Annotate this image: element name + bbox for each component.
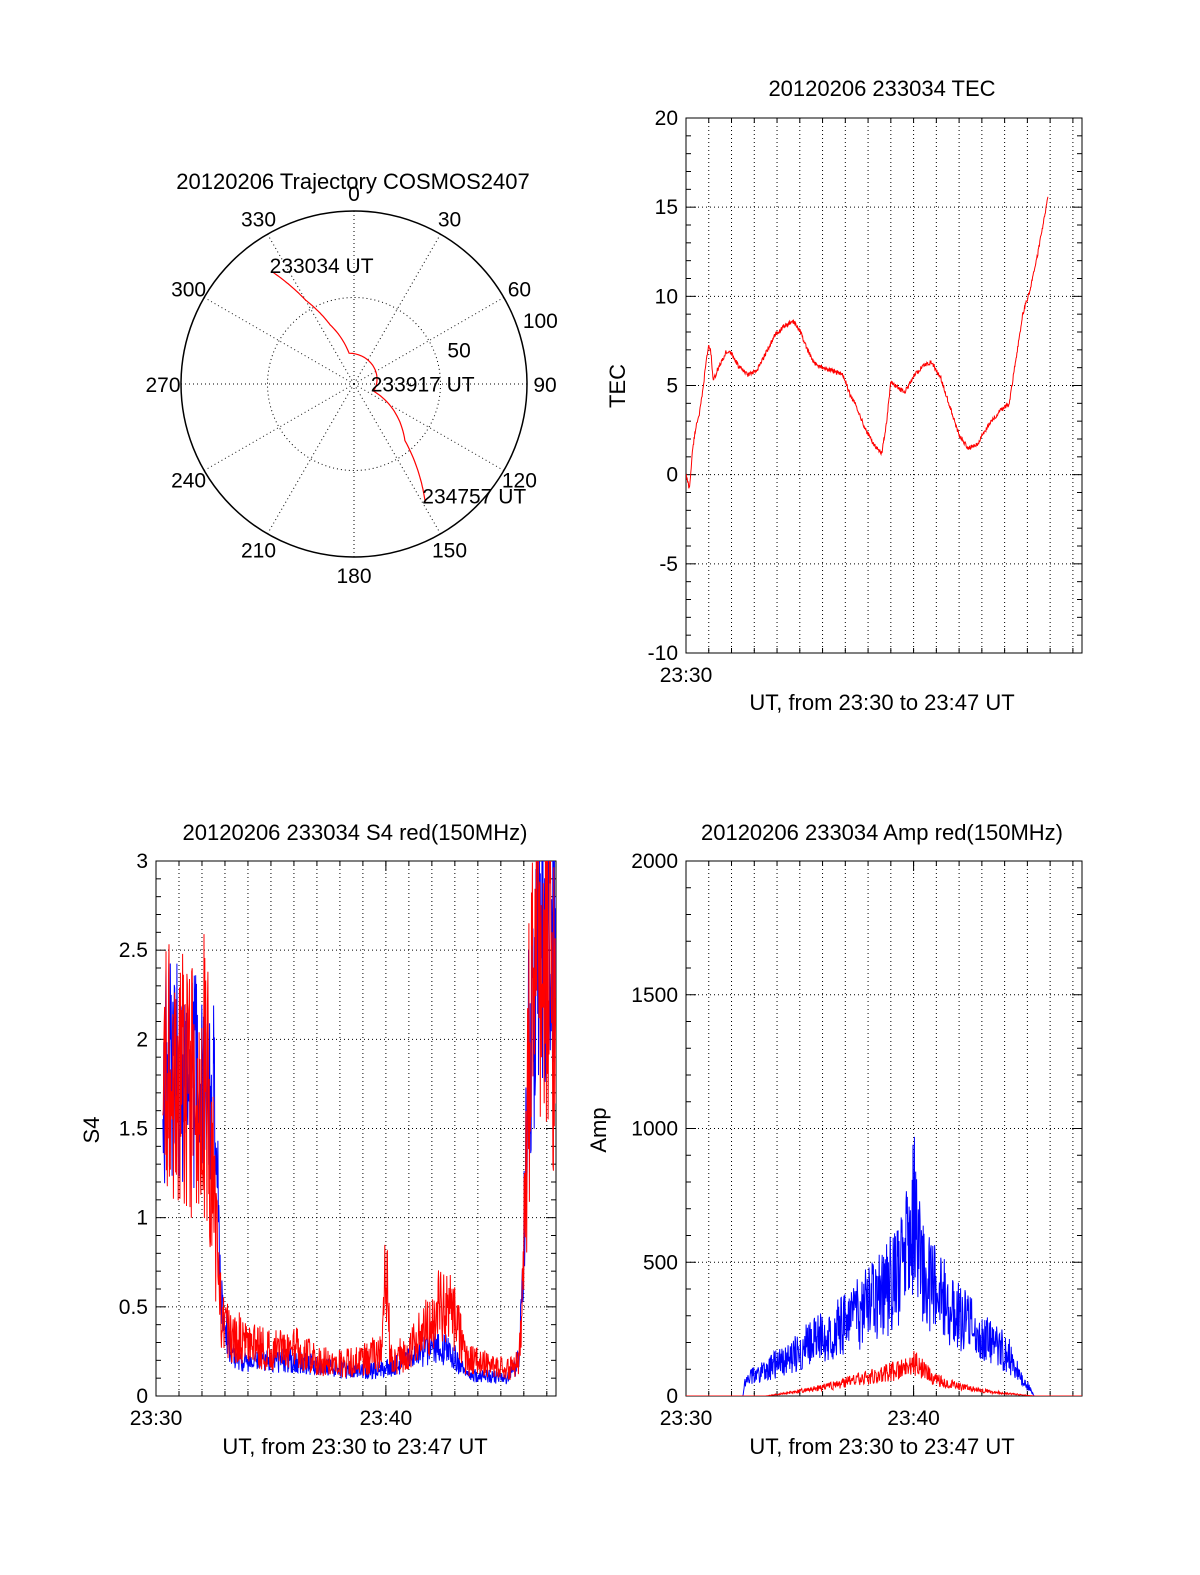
azimuth-label: 150 <box>432 539 467 562</box>
series-line <box>686 1136 1082 1396</box>
y-tick-label: 1.5 <box>119 1118 148 1141</box>
polar-spoke <box>353 233 441 385</box>
x-tick-label: 23:30 <box>660 1407 713 1430</box>
azimuth-label: 300 <box>171 279 206 302</box>
radius-label: 50 <box>447 340 470 363</box>
amp-series <box>686 1136 1082 1396</box>
polar-spoke <box>267 383 355 535</box>
amp-chart: 20120206 233034 Amp red(150MHz) UT, from… <box>586 820 1083 1459</box>
tec-series <box>686 196 1049 489</box>
tec-axes: -10 -5 0 5 10 15 20 23:30 <box>648 107 1083 687</box>
y-tick-label: 1500 <box>631 984 678 1007</box>
polar-spoke <box>203 383 355 471</box>
y-tick-label: 0 <box>666 464 678 487</box>
radius-label: 100 <box>523 310 558 333</box>
polar-grid <box>180 210 528 558</box>
y-tick-label: 2.5 <box>119 939 148 962</box>
amp-axes: 0 500 1000 1500 2000 23:30 23:40 <box>631 850 1083 1430</box>
y-tick-label: -5 <box>659 553 678 576</box>
amp-xlabel: UT, from 23:30 to 23:47 UT <box>749 1434 1014 1459</box>
y-tick-label: 1 <box>136 1207 148 1230</box>
plot-frame <box>685 860 1083 1397</box>
polar-spoke <box>203 297 355 385</box>
polar-spoke <box>353 297 505 385</box>
series-line <box>162 861 556 1380</box>
plot-frame <box>155 860 557 1397</box>
y-tick-label: 0 <box>666 1385 678 1408</box>
azimuth-label: 90 <box>533 374 556 397</box>
series-line <box>686 1350 1082 1396</box>
azimuth-label: 330 <box>241 209 276 232</box>
y-tick-label: 5 <box>666 375 678 398</box>
y-tick-label: 500 <box>643 1251 678 1274</box>
y-tick-label: 0 <box>136 1385 148 1408</box>
s4-xlabel: UT, from 23:30 to 23:47 UT <box>222 1434 487 1459</box>
polar-labels: 0 30 60 90 120 150 180 210 240 270 300 330 50 100 2330… <box>145 183 557 588</box>
trajectory-time-label: 233917 UT <box>371 373 475 396</box>
azimuth-label: 210 <box>241 539 276 562</box>
y-tick-label: -10 <box>648 642 678 665</box>
y-tick-label: 0.5 <box>119 1296 148 1319</box>
polar-inner-ring <box>267 297 441 471</box>
y-tick-label: 3 <box>136 850 148 873</box>
amp-title: 20120206 233034 Amp red(150MHz) <box>701 820 1063 845</box>
azimuth-label: 240 <box>171 470 206 493</box>
azimuth-label: 270 <box>145 374 180 397</box>
x-tick-label: 23:30 <box>660 664 713 687</box>
x-tick-label: 23:40 <box>360 1407 413 1430</box>
tec-ylabel: TEC <box>605 364 630 408</box>
amp-ylabel: Amp <box>586 1107 611 1152</box>
s4-chart: 20120206 233034 S4 red(150MHz) UT, from … <box>79 820 557 1459</box>
s4-title: 20120206 233034 S4 red(150MHz) <box>183 820 528 845</box>
y-tick-label: 15 <box>655 196 678 219</box>
y-tick-label: 2000 <box>631 850 678 873</box>
series-line <box>686 196 1049 489</box>
y-tick-label: 10 <box>655 285 678 308</box>
tec-xlabel: UT, from 23:30 to 23:47 UT <box>749 690 1014 715</box>
polar-series <box>272 271 426 503</box>
polar-spoke <box>353 383 505 471</box>
s4-series <box>162 861 556 1385</box>
tec-chart: 20120206 233034 TEC UT, from 23:30 to 23… <box>605 76 1083 715</box>
trajectory-time-label: 233034 UT <box>270 255 374 278</box>
plot-frame <box>685 117 1083 654</box>
trajectory-line <box>272 271 426 503</box>
azimuth-label: 0 <box>348 183 360 206</box>
polar-spoke <box>353 383 441 535</box>
trajectory-time-label: 234757 UT <box>422 486 526 509</box>
azimuth-label: 180 <box>336 565 371 588</box>
tec-title: 20120206 233034 TEC <box>768 76 995 101</box>
series-line <box>162 861 556 1385</box>
y-tick-label: 2 <box>136 1028 148 1051</box>
azimuth-label: 30 <box>438 209 461 232</box>
y-tick-label: 20 <box>655 107 678 130</box>
s4-ylabel: S4 <box>79 1117 104 1144</box>
trajectory-polar-chart: 20120206 Trajectory COSMOS2407 0 30 60 90 12… <box>145 169 557 588</box>
x-tick-label: 23:30 <box>130 1407 183 1430</box>
polar-title: 20120206 Trajectory COSMOS2407 <box>176 169 529 194</box>
azimuth-label: 120 <box>502 470 537 493</box>
x-tick-label: 23:40 <box>887 1407 940 1430</box>
azimuth-label: 60 <box>508 279 531 302</box>
y-tick-label: 1000 <box>631 1118 678 1141</box>
polar-spoke <box>267 233 355 385</box>
